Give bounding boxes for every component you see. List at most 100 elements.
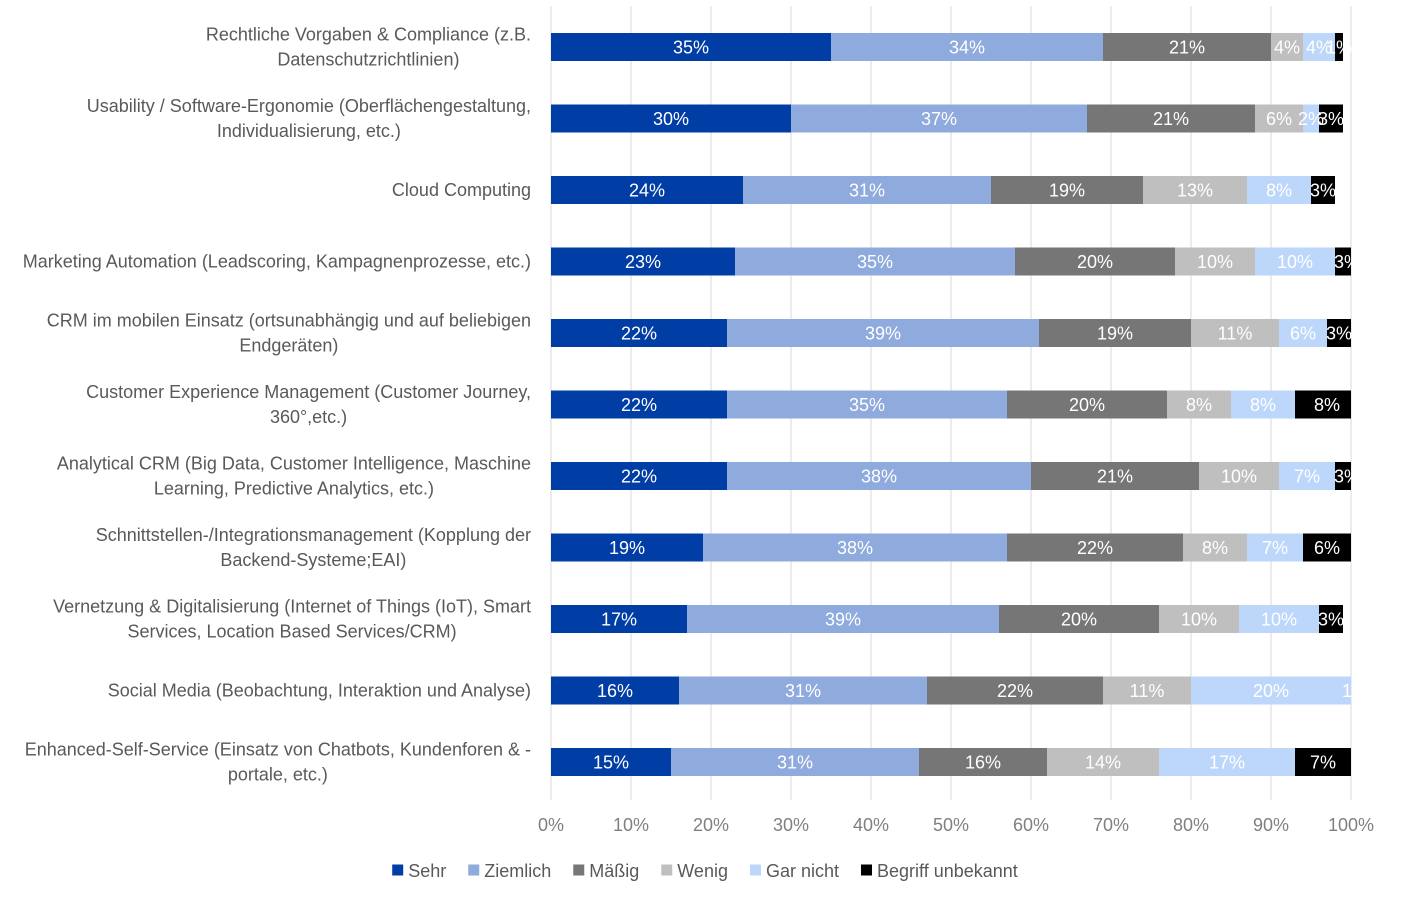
legend-swatch xyxy=(468,864,480,876)
bar-segment-mäßig xyxy=(1087,104,1255,133)
data-label: 22% xyxy=(621,324,657,344)
data-label: 21% xyxy=(1153,109,1189,129)
data-label: 20% xyxy=(1253,681,1289,701)
data-label: 22% xyxy=(1077,538,1113,558)
bar-segment-gar-nicht xyxy=(1279,319,1327,347)
bar-segment-ziemlich xyxy=(727,462,1031,490)
legend-item: Gar nicht xyxy=(749,861,839,881)
bar-segment-wenig xyxy=(1199,462,1279,490)
bar-segment-ziemlich xyxy=(679,676,927,705)
x-tick-label: 40% xyxy=(853,815,889,835)
bar-segment-ziemlich xyxy=(687,605,999,633)
category-label: Customer Experience Management (Customer… xyxy=(86,382,531,427)
data-label: 8% xyxy=(1202,538,1228,558)
data-label: 38% xyxy=(861,467,897,487)
bar-segment-sehr xyxy=(551,104,791,133)
data-label: 2% xyxy=(1298,109,1324,129)
bar-segment-begriff-unbekannt xyxy=(1295,390,1351,419)
bar-segment-begriff-unbekannt xyxy=(1319,605,1343,633)
data-label: 14% xyxy=(1085,753,1121,773)
bar-segment-wenig xyxy=(1047,748,1159,776)
x-tick-label: 10% xyxy=(613,815,649,835)
category-label: Vernetzung & Digitalisierung (Internet o… xyxy=(53,597,531,642)
bar-row: 23% 35% 20% 10% 10% 3% xyxy=(551,247,1360,276)
bar-row: 15% 31% 16% 14% 17% 7% xyxy=(551,748,1351,776)
data-label: 21% xyxy=(1169,38,1205,58)
bar-segment-mäßig xyxy=(1015,247,1175,276)
bar-row: 17% 39% 20% 10% 10% 3% xyxy=(551,605,1344,633)
legend-label: Begriff unbekannt xyxy=(877,861,1018,881)
data-label: 8% xyxy=(1186,395,1212,415)
data-label: 7% xyxy=(1294,467,1320,487)
x-tick-label: 100% xyxy=(1328,815,1374,835)
x-tick-label: 90% xyxy=(1253,815,1289,835)
category-label: Analytical CRM (Big Data, Customer Intel… xyxy=(57,454,531,499)
bar-segment-begriff-unbekannt xyxy=(1327,319,1351,347)
bar-segment-gar-nicht xyxy=(1255,247,1335,276)
bar-segment-mäßig xyxy=(991,176,1143,204)
bars: 35% 34% 21% 4% 4%1%30% 37% 21% 6% 2%3%24% 31% 19% 1… xyxy=(551,33,1368,776)
data-label: 24% xyxy=(629,181,665,201)
category-label: Marketing Automation (Leadscoring, Kampa… xyxy=(23,252,531,272)
bar-segment-ziemlich xyxy=(727,319,1039,347)
data-label: 10% xyxy=(1277,252,1313,272)
data-label: 37% xyxy=(921,109,957,129)
data-label: 10% xyxy=(1261,610,1297,630)
legend-item: Sehr xyxy=(392,861,446,881)
category-label: CRM im mobilen Einsatz (ortsunabhängig u… xyxy=(47,311,531,356)
bar-segment-mäßig xyxy=(1039,319,1191,347)
bar-segment-wenig xyxy=(1167,390,1231,419)
data-label: 31% xyxy=(849,181,885,201)
bar-segment-ziemlich xyxy=(727,390,1007,419)
legend-swatch xyxy=(661,864,673,876)
category-labels: Rechtliche Vorgaben & Compliance (z.B. Da… xyxy=(23,25,531,785)
data-label: 39% xyxy=(865,324,901,344)
bar-segment-ziemlich xyxy=(671,748,919,776)
bar-segment-ziemlich xyxy=(703,533,1007,562)
legend-label: Sehr xyxy=(408,861,446,881)
data-label: 16% xyxy=(597,681,633,701)
bar-segment-ziemlich xyxy=(831,33,1103,61)
data-label: 11% xyxy=(1218,324,1253,344)
bar-row: 22% 35% 20% 8% 8% 8% xyxy=(551,390,1351,419)
legend-swatch xyxy=(749,864,761,876)
bar-row: 22% 39% 19% 11% 6% 3% xyxy=(551,319,1352,347)
data-label: 10% xyxy=(1221,467,1257,487)
bar-segment-mäßig xyxy=(927,676,1103,705)
data-label: 3% xyxy=(1310,181,1336,201)
legend-item: Mäßig xyxy=(573,861,639,881)
legend: Sehr Ziemlich Mäßig Wenig Gar nicht Begriff u… xyxy=(392,861,1018,881)
legend-label: Ziemlich xyxy=(484,861,551,881)
data-label: 16% xyxy=(965,753,1001,773)
data-label: 17% xyxy=(601,610,637,630)
category-label: Enhanced-Self-Service (Einsatz von Chatb… xyxy=(25,740,531,785)
bar-segment-sehr xyxy=(551,533,703,562)
data-label: 30% xyxy=(653,109,689,129)
data-label: 4% xyxy=(1306,38,1332,58)
bar-segment-mäßig xyxy=(1007,533,1183,562)
data-label: 3% xyxy=(1318,610,1344,630)
data-label: 3% xyxy=(1326,324,1352,344)
data-label: 23% xyxy=(625,252,661,272)
data-label: 8% xyxy=(1250,395,1276,415)
data-label: 4% xyxy=(1274,38,1300,58)
bar-segment-mäßig xyxy=(1103,33,1271,61)
bar-segment-begriff-unbekannt xyxy=(1303,533,1351,562)
bar-segment-gar-nicht xyxy=(1247,176,1311,204)
bar-segment-gar-nicht xyxy=(1239,605,1319,633)
data-label: 39% xyxy=(825,610,861,630)
bar-segment-begriff-unbekannt xyxy=(1335,247,1351,276)
data-label: 15% xyxy=(593,753,629,773)
bar-segment-begriff-unbekannt xyxy=(1319,104,1343,133)
bar-row: 30% 37% 21% 6% 2%3% xyxy=(551,104,1344,133)
data-label: 19% xyxy=(1097,324,1133,344)
bar-row: 24% 31% 19% 13% 8% 3% xyxy=(551,176,1336,204)
x-tick-label: 30% xyxy=(773,815,809,835)
data-label: 22% xyxy=(997,681,1033,701)
data-label: 38% xyxy=(837,538,873,558)
x-tick-label: 60% xyxy=(1013,815,1049,835)
bar-segment-wenig xyxy=(1255,104,1303,133)
legend-swatch xyxy=(392,864,404,876)
